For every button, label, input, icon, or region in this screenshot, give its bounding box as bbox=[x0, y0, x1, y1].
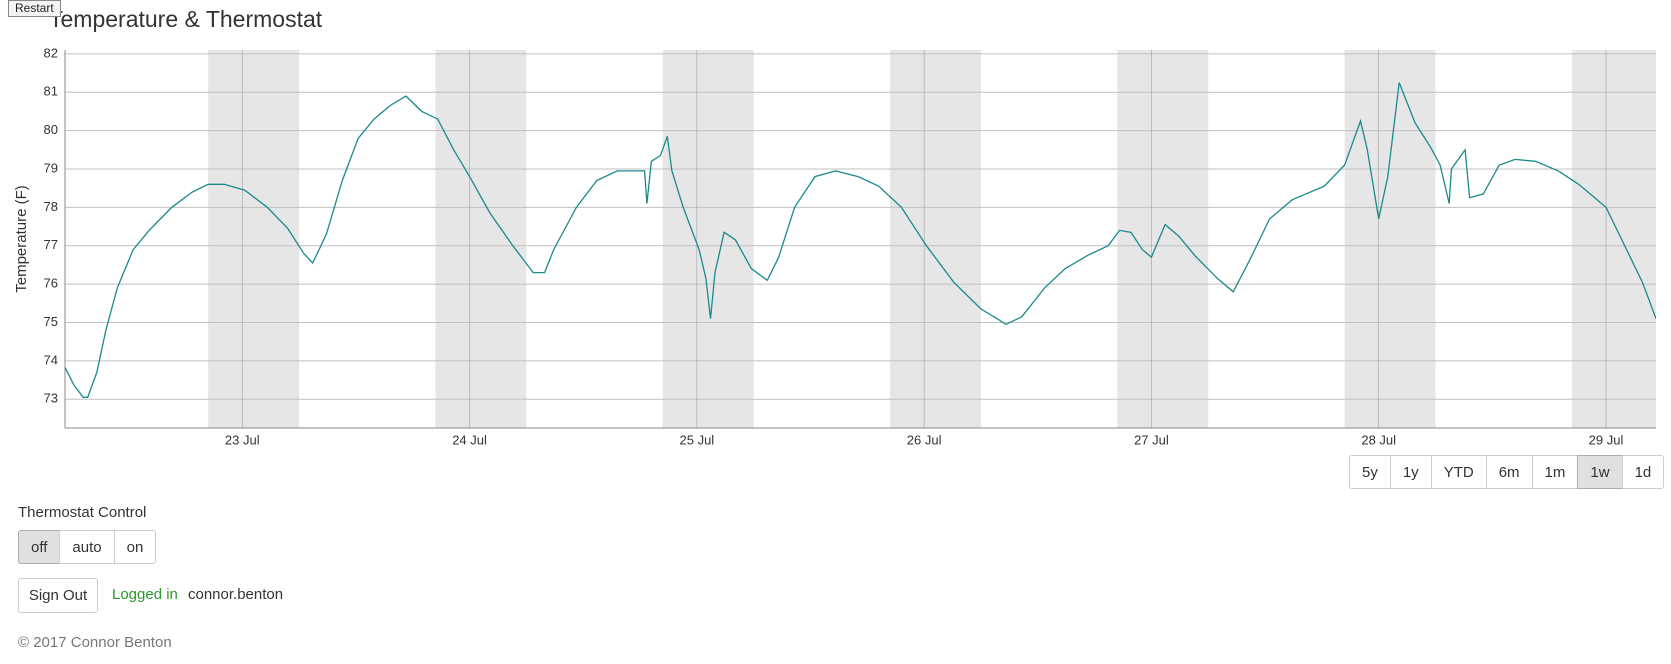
toggle-button[interactable]: 6m bbox=[1485, 455, 1533, 489]
y-tick-label: 75 bbox=[44, 314, 58, 329]
y-tick-label: 80 bbox=[44, 122, 58, 137]
restart-button[interactable]: Restart bbox=[8, 0, 61, 17]
night-band bbox=[435, 50, 527, 428]
toggle-button[interactable]: 5y bbox=[1349, 455, 1391, 489]
y-tick-label: 82 bbox=[44, 45, 58, 60]
y-tick-label: 73 bbox=[44, 391, 58, 406]
night-band bbox=[1117, 50, 1209, 428]
toggle-button[interactable]: YTD bbox=[1430, 455, 1487, 489]
thermostat-control: off auto on bbox=[18, 530, 157, 564]
night-band bbox=[1344, 50, 1436, 428]
x-tick-label: 25 Jul bbox=[680, 432, 715, 447]
y-tick-label: 74 bbox=[44, 352, 58, 367]
login-status: Logged in bbox=[112, 586, 178, 603]
footer: © 2017 Connor Benton bbox=[18, 634, 172, 651]
x-tick-label: 26 Jul bbox=[907, 432, 942, 447]
night-band bbox=[662, 50, 754, 428]
y-tick-label: 78 bbox=[44, 199, 58, 214]
toggle-button[interactable]: on bbox=[113, 530, 157, 564]
page-title: Temperature & Thermostat bbox=[49, 6, 323, 32]
night-band bbox=[208, 50, 300, 428]
toggle-button[interactable]: 1y bbox=[1389, 455, 1432, 489]
x-tick-label: 23 Jul bbox=[225, 432, 260, 447]
range-selector: 5y 1y YTD 6m 1m 1w 1d bbox=[1349, 455, 1665, 489]
toggle-button[interactable]: auto bbox=[59, 530, 115, 564]
night-band bbox=[890, 50, 981, 428]
temperature-line bbox=[65, 82, 1656, 398]
toggle-button[interactable]: 1m bbox=[1531, 455, 1579, 489]
y-tick-label: 81 bbox=[44, 84, 58, 99]
y-tick-label: 76 bbox=[44, 276, 58, 291]
x-tick-label: 24 Jul bbox=[452, 432, 487, 447]
toggle-button[interactable]: off bbox=[18, 530, 61, 564]
y-tick-label: 77 bbox=[44, 237, 58, 252]
y-tick-label: 79 bbox=[44, 160, 58, 175]
thermostat-label: Thermostat Control bbox=[18, 504, 147, 521]
x-tick-label: 27 Jul bbox=[1134, 432, 1169, 447]
x-tick-label: 28 Jul bbox=[1361, 432, 1396, 447]
username: connor.benton bbox=[188, 586, 284, 603]
x-tick-label: 29 Jul bbox=[1589, 432, 1624, 447]
night-band bbox=[1571, 50, 1656, 428]
chart: Temperature (F) 73 74 75 76 77 78 79 80 81 82 23 J… bbox=[13, 45, 1656, 447]
sign-out-button[interactable]: Sign Out bbox=[18, 578, 98, 613]
toggle-button[interactable]: 1d bbox=[1621, 455, 1665, 489]
y-axis-title: Temperature (F) bbox=[13, 185, 30, 293]
toggle-button[interactable]: 1w bbox=[1577, 455, 1623, 489]
